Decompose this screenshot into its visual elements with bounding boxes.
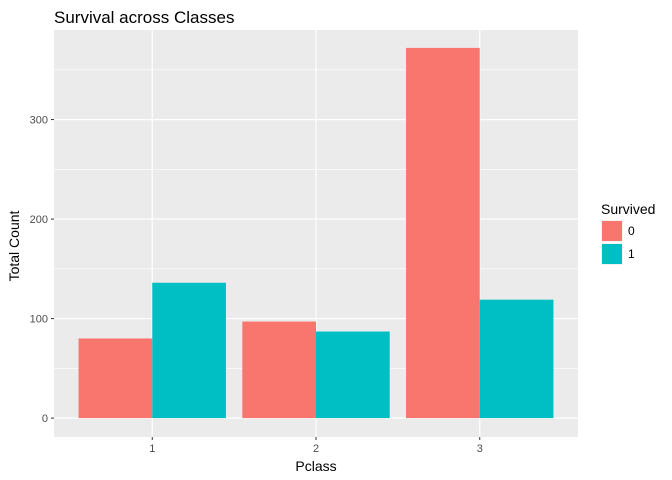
legend: Survived 0 1 bbox=[601, 201, 655, 265]
chart-title: Survival across Classes bbox=[54, 8, 234, 27]
legend-swatch bbox=[602, 221, 622, 241]
x-axis-label: Pclass bbox=[295, 458, 336, 474]
bar bbox=[78, 338, 153, 419]
bar bbox=[242, 321, 316, 419]
legend-swatch bbox=[602, 244, 622, 264]
y-tick-label: 100 bbox=[30, 314, 48, 326]
legend-label: 0 bbox=[628, 224, 635, 238]
legend-label: 1 bbox=[628, 247, 635, 261]
bar bbox=[316, 331, 390, 419]
y-tick-label: 200 bbox=[30, 214, 48, 226]
y-axis-label: Total Count bbox=[6, 210, 22, 281]
y-tick-label: 0 bbox=[42, 413, 48, 425]
bar bbox=[479, 299, 554, 419]
y-axis: 0 100 200 300 bbox=[30, 115, 54, 425]
legend-title: Survived bbox=[601, 201, 655, 217]
y-tick-label: 300 bbox=[30, 115, 48, 127]
bar bbox=[406, 47, 480, 419]
x-tick-label: 3 bbox=[477, 443, 483, 455]
bar bbox=[152, 282, 226, 419]
bars bbox=[78, 47, 554, 419]
x-tick-label: 2 bbox=[313, 443, 319, 455]
x-tick-label: 1 bbox=[149, 443, 155, 455]
x-axis: 1 2 3 bbox=[149, 437, 483, 455]
